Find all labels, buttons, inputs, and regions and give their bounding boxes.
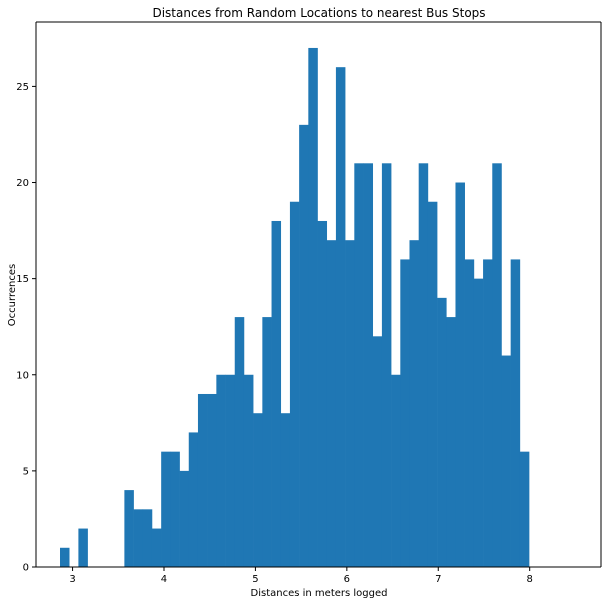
- histogram-bar: [317, 220, 328, 567]
- histogram-bar: [519, 451, 530, 567]
- histogram-bar: [501, 355, 511, 567]
- histogram-bar: [243, 374, 254, 567]
- histogram-bar: [207, 393, 217, 567]
- histogram-bar: [124, 490, 134, 567]
- histogram-bar: [197, 393, 208, 567]
- histogram-bar: [253, 413, 263, 567]
- x-tick-label: 6: [344, 574, 350, 585]
- histogram-bar: [400, 259, 410, 567]
- histogram-bar: [363, 163, 374, 568]
- histogram-bar: [161, 451, 171, 567]
- histogram-bar: [381, 163, 392, 568]
- histogram-bar: [427, 201, 438, 568]
- histogram-bar: [510, 259, 521, 567]
- histogram-bar: [372, 336, 383, 567]
- histogram-bar: [326, 240, 337, 567]
- histogram-bar: [280, 413, 291, 567]
- histogram-bar: [234, 317, 245, 567]
- histogram-bar: [483, 259, 493, 567]
- histogram-bar: [225, 374, 236, 567]
- x-tick-label: 7: [435, 574, 441, 585]
- y-tick-label: 10: [16, 370, 29, 381]
- histogram-bar: [308, 47, 318, 567]
- histogram-bar: [455, 182, 465, 567]
- y-tick-label: 5: [23, 466, 29, 477]
- y-tick-label: 0: [23, 563, 29, 574]
- histogram-bar: [262, 317, 272, 567]
- histogram-bar: [271, 220, 282, 567]
- x-axis-ticks: 3 4 5 6 7 8: [69, 567, 533, 585]
- x-tick-label: 3: [69, 574, 75, 585]
- y-tick-label: 20: [16, 178, 29, 189]
- histogram-bar: [133, 509, 144, 567]
- y-tick-label: 25: [16, 82, 29, 93]
- plot-frame: [35, 21, 602, 568]
- histogram-bar: [409, 240, 419, 567]
- histogram-bar: [142, 509, 153, 567]
- histogram-bar: [216, 374, 226, 567]
- x-tick-label: 4: [161, 574, 167, 585]
- histogram-bar: [464, 259, 475, 567]
- y-axis-label: Occurrences: [7, 264, 18, 326]
- x-axis-label: Distances in meters logged: [251, 588, 388, 599]
- histogram-bar: [345, 240, 355, 567]
- histogram-bar: [60, 547, 70, 567]
- y-tick-label: 15: [16, 274, 29, 285]
- chart-title: Distances from Random Locations to neare…: [152, 6, 485, 20]
- histogram-bar: [170, 451, 180, 567]
- histogram-bar: [151, 528, 162, 567]
- x-tick-label: 5: [252, 574, 258, 585]
- histogram-bar: [335, 67, 346, 568]
- histogram-bar: [492, 163, 502, 568]
- y-axis-ticks: 0 5 10 15 20 25: [16, 82, 36, 574]
- histogram-bar: [179, 470, 190, 567]
- histogram-bar: [188, 432, 199, 567]
- histogram-bar: [354, 163, 364, 568]
- histogram-bar: [446, 317, 456, 567]
- histogram-bar: [391, 374, 401, 567]
- histogram-bar: [437, 297, 447, 567]
- histogram-bar: [289, 201, 300, 568]
- histogram-bar: [299, 124, 309, 567]
- x-tick-label: 8: [527, 574, 533, 585]
- histogram-bar: [418, 163, 429, 568]
- bars-group: [60, 47, 530, 568]
- histogram-bar: [78, 528, 88, 567]
- histogram-bar: [473, 278, 484, 567]
